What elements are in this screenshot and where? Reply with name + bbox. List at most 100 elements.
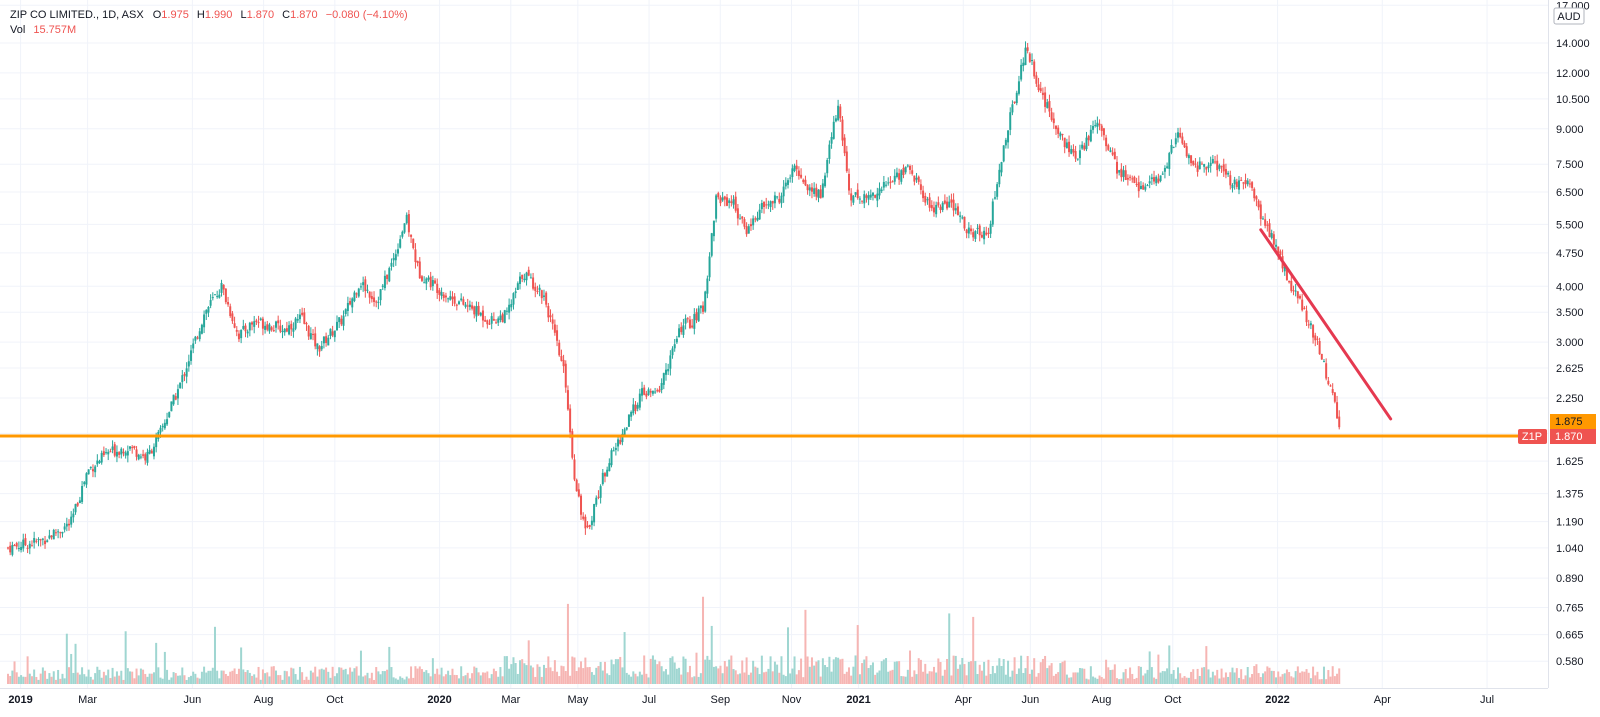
- volume-bar: [1135, 677, 1138, 684]
- candle-body: [697, 308, 700, 322]
- trend-line[interactable]: [1259, 228, 1393, 421]
- price-tick-label: 7.500: [1556, 159, 1584, 171]
- candle-body: [131, 447, 134, 449]
- candle-body: [876, 193, 879, 201]
- volume-bar: [1214, 675, 1217, 684]
- volume-bar: [335, 673, 338, 684]
- candle-body: [952, 199, 955, 211]
- price-tick-label: 6.500: [1556, 187, 1584, 199]
- candle-body: [519, 276, 522, 284]
- volume-bar: [283, 670, 286, 684]
- candle-body: [442, 294, 445, 298]
- candle-body: [989, 223, 992, 234]
- candle-body: [1207, 165, 1210, 169]
- volume-bar: [1137, 666, 1140, 684]
- candle-body: [1244, 180, 1247, 185]
- candle-body: [261, 318, 264, 329]
- volume-bar: [237, 668, 240, 684]
- candle-body: [1329, 385, 1332, 387]
- candle-body: [1322, 361, 1325, 363]
- volume-bar: [460, 666, 463, 684]
- candle-body: [536, 290, 539, 292]
- candle-body: [1039, 88, 1042, 92]
- volume-bar: [1129, 667, 1132, 684]
- volume-bar: [52, 671, 55, 684]
- volume-bar: [85, 676, 88, 684]
- candle-body: [710, 233, 713, 256]
- volume-bar: [133, 678, 136, 684]
- volume-bar: [1105, 659, 1108, 684]
- price-tick-label: 1.040: [1556, 543, 1584, 555]
- volume-bar: [1153, 677, 1156, 684]
- volume-bar: [987, 659, 990, 684]
- volume-bar: [800, 658, 803, 684]
- volume-bar: [353, 668, 356, 684]
- candle-body: [649, 391, 652, 393]
- volume-bar: [1238, 677, 1241, 684]
- candle-body: [1301, 299, 1304, 311]
- price-axis[interactable]: 17.00014.00012.00010.5009.0007.5006.5005…: [1556, 0, 1590, 668]
- candle-body: [739, 218, 742, 220]
- volume-bar: [111, 667, 114, 684]
- candle-body: [505, 310, 508, 312]
- candle-body: [436, 283, 439, 294]
- time-axis[interactable]: 2019 Mar Jun Aug Oct 2020 Mar May Jul Sep Nov 2021 A…: [8, 694, 1494, 706]
- candle-body: [1229, 175, 1232, 186]
- candle-body: [1126, 177, 1129, 180]
- candle-body: [976, 227, 979, 229]
- volume-bar: [741, 660, 744, 684]
- time-tick-label: Jun: [1021, 694, 1039, 706]
- currency-badge[interactable]: AUD: [1553, 7, 1585, 25]
- chart-legend[interactable]: ZIP CO LIMITED., 1D, ASX O1.975 H1.990 L…: [10, 8, 408, 38]
- volume-bar: [355, 666, 358, 684]
- candle-body: [1251, 182, 1254, 188]
- candle-body: [244, 325, 247, 332]
- volume-bar: [776, 664, 779, 684]
- candle-body: [547, 305, 550, 318]
- currency-label: AUD: [1557, 11, 1580, 23]
- volume-bar: [612, 664, 615, 684]
- candle-body: [610, 450, 613, 466]
- candle-body: [479, 312, 482, 316]
- volume-bar: [44, 670, 47, 684]
- volume-bar: [974, 661, 977, 684]
- volume-bar: [519, 660, 522, 684]
- candle-body: [1144, 186, 1147, 190]
- candle-body: [514, 291, 517, 294]
- volume-bar: [558, 676, 561, 684]
- volume-bar: [486, 671, 489, 684]
- volume-bar: [109, 678, 112, 684]
- candle-body: [466, 305, 469, 307]
- volume-bar: [497, 676, 500, 684]
- volume-bar: [388, 646, 391, 684]
- candle-body: [161, 425, 164, 428]
- candle-body: [272, 330, 275, 332]
- volume-bar: [1207, 669, 1210, 684]
- volume-bar: [320, 668, 323, 684]
- candle-body: [298, 314, 301, 320]
- candle-body: [806, 184, 809, 191]
- candle-body: [582, 516, 585, 519]
- volume-bar: [1251, 674, 1254, 684]
- volume-bar: [909, 650, 912, 684]
- volume-bar: [152, 672, 155, 684]
- candle-body: [26, 547, 29, 549]
- candle-body: [963, 216, 966, 229]
- candle-body: [1033, 61, 1036, 77]
- volume-bar: [943, 669, 946, 684]
- volume-bar: [656, 664, 659, 684]
- volume-bar: [505, 656, 508, 684]
- candle-body: [741, 216, 744, 219]
- volume-bar: [710, 625, 713, 684]
- volume-bar: [826, 667, 829, 684]
- candle-body: [948, 201, 951, 208]
- volume-bar: [1229, 672, 1232, 684]
- candle-body: [532, 277, 535, 289]
- candle-body: [331, 331, 334, 336]
- candle-body: [96, 460, 99, 465]
- candle-body: [1129, 176, 1132, 178]
- volume-bar: [1281, 674, 1284, 684]
- ticker-label: Z1P: [1522, 431, 1542, 443]
- volume-bar: [1109, 669, 1112, 684]
